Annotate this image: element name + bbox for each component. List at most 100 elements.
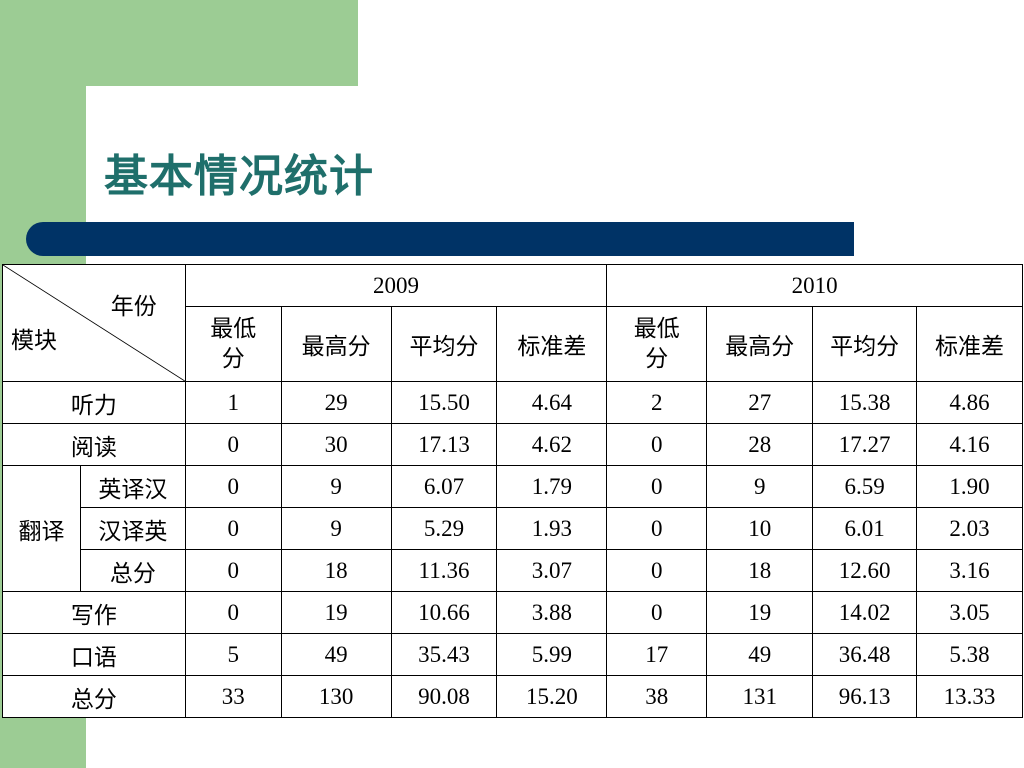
- header-min-2009-text: 最低分: [210, 316, 257, 372]
- table-cell: 0: [184, 591, 282, 634]
- table-cell: 1.90: [916, 465, 1023, 508]
- header-min-2010: 最低分: [606, 306, 708, 382]
- table-cell: 15.50: [390, 381, 498, 424]
- table-cell: 1.93: [496, 507, 608, 550]
- table-row: 翻译 英译汉 0 9 6.07 1.79 0 9 6.59 1.90: [2, 465, 1023, 592]
- table-cell: 35.43: [390, 633, 498, 676]
- green-top-band: [0, 0, 358, 86]
- table-cell: 49: [706, 633, 814, 676]
- header-row-metrics: 最低分 最高分 平均分 标准差 最低分 最高分 平均分 标准差: [3, 306, 1023, 382]
- stats-table: 年份 模块 2009 2010 最低分 最高分 平均分 标准差 最低分 最高分 …: [2, 264, 1023, 718]
- table-cell: 0: [184, 423, 282, 466]
- header-std-2009: 标准差: [496, 306, 608, 382]
- row-label: 写作: [2, 591, 186, 634]
- year-header-2010: 2010: [606, 264, 1023, 307]
- table-cell: 17: [606, 633, 708, 676]
- table-cell: 18: [280, 549, 392, 592]
- corner-label-year: 年份: [110, 294, 157, 320]
- table-cell: 14.02: [812, 591, 918, 634]
- table-cell: 33: [184, 675, 282, 718]
- row-label: 听力: [2, 381, 186, 424]
- diagonal-line: [3, 265, 185, 381]
- table-row: 口语 5 49 35.43 5.99 17 49 36.48 5.38: [2, 633, 1023, 676]
- header-row-years: 年份 模块 2009 2010: [2, 264, 1023, 382]
- table-cell: 36.48: [812, 633, 918, 676]
- table-row: 阅读 0 30 17.13 4.62 0 28 17.27 4.16: [2, 423, 1023, 466]
- table-cell: 27: [706, 381, 814, 424]
- table-cell: 3.05: [916, 591, 1023, 634]
- table-cell: 6.59: [812, 465, 918, 508]
- slide-title: 基本情况统计: [104, 151, 374, 202]
- header-std-2010: 标准差: [916, 306, 1023, 382]
- row-label: 总分: [2, 675, 186, 718]
- header-max-2009: 最高分: [280, 306, 392, 382]
- table-cell: 9: [280, 465, 392, 508]
- table-cell: 29: [280, 381, 392, 424]
- title-underline-bar: [26, 222, 854, 256]
- table-cell: 19: [706, 591, 814, 634]
- table-cell: 0: [606, 507, 708, 550]
- table-cell: 0: [606, 465, 708, 508]
- table-cell: 49: [280, 633, 392, 676]
- table-cell: 18: [706, 549, 814, 592]
- table-cell: 17.13: [390, 423, 498, 466]
- table-cell: 38: [606, 675, 708, 718]
- table-cell: 15.20: [496, 675, 608, 718]
- table-cell: 28: [706, 423, 814, 466]
- rounded-corner: [86, 86, 146, 146]
- table-cell: 9: [706, 465, 814, 508]
- table-cell: 6.07: [390, 465, 498, 508]
- table-cell: 90.08: [390, 675, 498, 718]
- table-row: 写作 0 19 10.66 3.88 0 19 14.02 3.05: [2, 591, 1023, 634]
- table-row: 听力 1 29 15.50 4.64 2 27 15.38 4.86: [2, 381, 1023, 424]
- table-cell: 17.27: [812, 423, 918, 466]
- table-cell: 10.66: [390, 591, 498, 634]
- header-min-2009: 最低分: [184, 306, 282, 382]
- table-cell: 5.29: [390, 507, 498, 550]
- table-cell: 2: [606, 381, 708, 424]
- table-cell: 3.16: [916, 549, 1023, 592]
- table-cell: 4.64: [496, 381, 608, 424]
- header-avg-2009: 平均分: [390, 306, 498, 382]
- row-label: 阅读: [2, 423, 186, 466]
- header-max-2010: 最高分: [706, 306, 814, 382]
- header-avg-2010: 平均分: [812, 306, 918, 382]
- table-cell: 4.16: [916, 423, 1023, 466]
- table-cell: 96.13: [812, 675, 918, 718]
- header-min-2010-text: 最低分: [633, 316, 680, 372]
- table-cell: 5: [184, 633, 282, 676]
- table-cell: 1: [184, 381, 282, 424]
- table-row: 总分 0 18 11.36 3.07 0 18 12.60 3.16: [3, 549, 1023, 592]
- table-cell: 5.38: [916, 633, 1023, 676]
- table-cell: 131: [706, 675, 814, 718]
- group-label-translation: 翻译: [2, 465, 81, 592]
- table-cell: 0: [184, 507, 282, 550]
- table-cell: 4.62: [496, 423, 608, 466]
- table-cell: 130: [280, 675, 392, 718]
- table-cell: 0: [606, 591, 708, 634]
- table-cell: 0: [184, 549, 282, 592]
- table-cell: 11.36: [390, 549, 498, 592]
- table-cell: 3.07: [496, 549, 608, 592]
- year-header-2009: 2009: [184, 264, 608, 307]
- table-cell: 4.86: [916, 381, 1023, 424]
- table-cell: 13.33: [916, 675, 1023, 718]
- table-cell: 9: [280, 507, 392, 550]
- corner-header-cell: 年份 模块: [2, 264, 186, 382]
- table-cell: 0: [184, 465, 282, 508]
- table-cell: 12.60: [812, 549, 918, 592]
- row-label: 口语: [2, 633, 186, 676]
- row-label: 汉译英: [79, 507, 186, 550]
- table-cell: 19: [280, 591, 392, 634]
- table-cell: 3.88: [496, 591, 608, 634]
- table-cell: 2.03: [916, 507, 1023, 550]
- row-label: 总分: [79, 549, 186, 592]
- table-cell: 0: [606, 423, 708, 466]
- table-cell: 5.99: [496, 633, 608, 676]
- table-row: 总分 33 130 90.08 15.20 38 131 96.13 13.33: [2, 675, 1023, 718]
- table-cell: 30: [280, 423, 392, 466]
- table-cell: 15.38: [812, 381, 918, 424]
- table-cell: 10: [706, 507, 814, 550]
- corner-label-module: 模块: [11, 328, 57, 354]
- table-row: 汉译英 0 9 5.29 1.93 0 10 6.01 2.03: [3, 507, 1023, 550]
